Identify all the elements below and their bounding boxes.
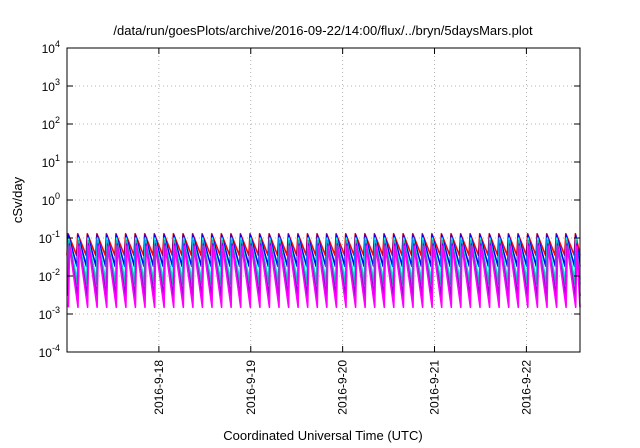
series-group: [66, 232, 581, 309]
x-tick-label: 2016-9-18: [152, 360, 166, 415]
series-line: [67, 245, 581, 309]
x-axis: 2016-9-18 2016-9-19 2016-9-20 2016-9-21 2016…: [152, 48, 533, 415]
y-tick-label: 100: [42, 191, 60, 208]
y-tick-label: 10-3: [39, 305, 60, 322]
y-axis-label: cSv/day: [10, 176, 25, 223]
y-tick-label: 102: [42, 115, 60, 132]
y-tick-label: 10-4: [39, 343, 60, 360]
y-tick-label: 101: [42, 153, 60, 170]
x-tick-label: 2016-9-22: [519, 360, 533, 415]
x-tick-label: 2016-9-21: [428, 360, 442, 415]
y-axis: 104 103 102 101 100 10-1 10-2 10-3 10-4: [39, 39, 580, 360]
x-tick-label: 2016-9-19: [244, 360, 258, 415]
chart-title: /data/run/goesPlots/archive/2016-09-22/1…: [113, 23, 533, 38]
x-tick-label: 2016-9-20: [336, 360, 350, 415]
y-tick-label: 103: [42, 77, 60, 94]
y-tick-label: 10-2: [39, 267, 60, 284]
y-tick-label: 10-1: [39, 229, 60, 246]
x-axis-label: Coordinated Universal Time (UTC): [223, 428, 422, 443]
y-tick-label: 104: [42, 39, 60, 56]
